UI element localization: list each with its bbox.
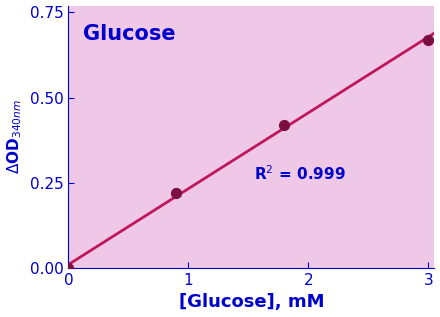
Point <box>173 191 180 196</box>
Point <box>65 266 72 271</box>
Point <box>425 37 432 42</box>
Text: Glucose: Glucose <box>83 24 176 44</box>
X-axis label: [Glucose], mM: [Glucose], mM <box>179 294 324 311</box>
Y-axis label: $\Delta$OD$_{340nm}$: $\Delta$OD$_{340nm}$ <box>6 99 24 174</box>
Point <box>281 122 288 127</box>
Text: R$^2$ = 0.999: R$^2$ = 0.999 <box>254 164 346 183</box>
